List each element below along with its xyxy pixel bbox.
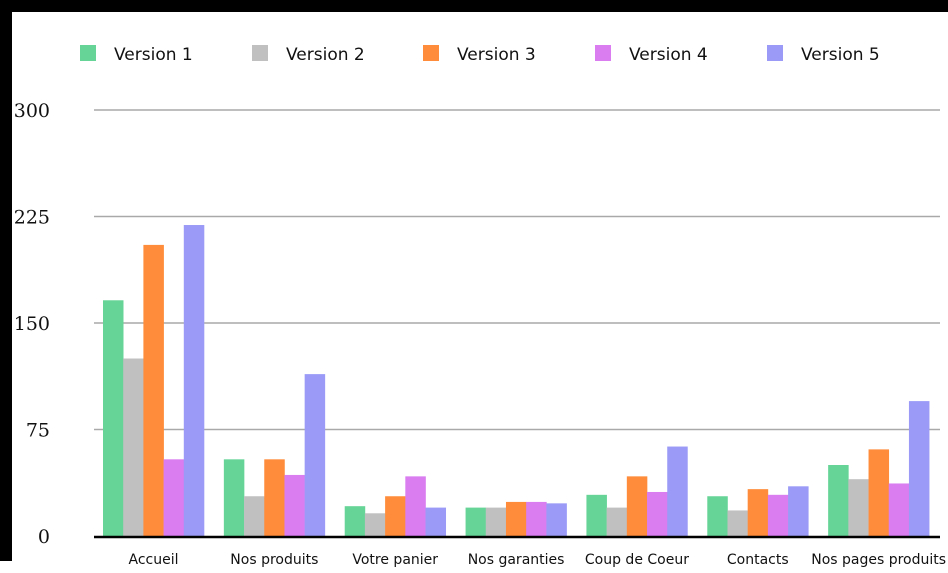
legend-swatch: [423, 45, 439, 61]
y-tick-label: 150: [14, 313, 50, 335]
y-tick-label: 0: [38, 526, 50, 548]
y-tick-label: 225: [14, 207, 50, 229]
legend-label: Version 2: [286, 45, 365, 65]
bar: [747, 489, 769, 536]
bar: [888, 483, 910, 536]
bar: [223, 459, 245, 536]
bar: [485, 507, 507, 536]
bar: [848, 479, 869, 536]
bar: [707, 496, 728, 536]
legend-label: Version 1: [114, 45, 193, 65]
bar: [908, 401, 930, 536]
bar: [405, 476, 426, 536]
bar-chart: 0 75 150 225 300 Accueil Nos produits Votre pan…: [14, 45, 946, 568]
bar: [364, 513, 386, 536]
y-tick-label: 75: [26, 420, 50, 442]
bar: [425, 507, 447, 536]
bar: [546, 503, 567, 536]
x-tick-label: Accueil: [129, 552, 179, 568]
bar: [606, 507, 628, 536]
legend-label: Version 5: [801, 45, 880, 65]
bar: [788, 486, 809, 536]
bar: [586, 494, 607, 536]
bar: [465, 507, 487, 536]
bar: [385, 496, 406, 536]
legend-label: Version 3: [457, 45, 536, 65]
legend-swatch: [80, 45, 96, 61]
bar: [344, 506, 366, 536]
bar: [868, 449, 890, 536]
bar: [647, 491, 668, 536]
x-tick-label: Votre panier: [352, 552, 438, 568]
bar: [264, 459, 285, 536]
bar: [284, 474, 305, 536]
bar: [304, 374, 326, 536]
x-tick-label: Coup de Coeur: [585, 552, 689, 568]
bar: [526, 501, 547, 536]
x-tick-label: Nos garanties: [468, 552, 565, 568]
legend-swatch: [595, 45, 611, 61]
y-tick-label: 300: [14, 100, 50, 122]
bar: [143, 244, 164, 536]
bar: [103, 300, 124, 536]
x-tick-label: Nos pages produits: [811, 552, 946, 568]
bar: [163, 459, 185, 536]
x-tick-label: Nos produits: [230, 552, 318, 568]
bar: [667, 446, 688, 536]
bar: [244, 496, 265, 536]
bar: [727, 510, 748, 536]
bar: [505, 501, 527, 536]
bar: [828, 465, 849, 536]
bar: [183, 225, 205, 536]
bar: [767, 494, 789, 536]
bar: [123, 358, 144, 536]
bar: [626, 476, 648, 536]
legend-label: Version 4: [629, 45, 708, 65]
x-tick-label: Contacts: [727, 552, 789, 568]
legend-swatch: [252, 45, 268, 61]
legend-swatch: [767, 45, 783, 61]
